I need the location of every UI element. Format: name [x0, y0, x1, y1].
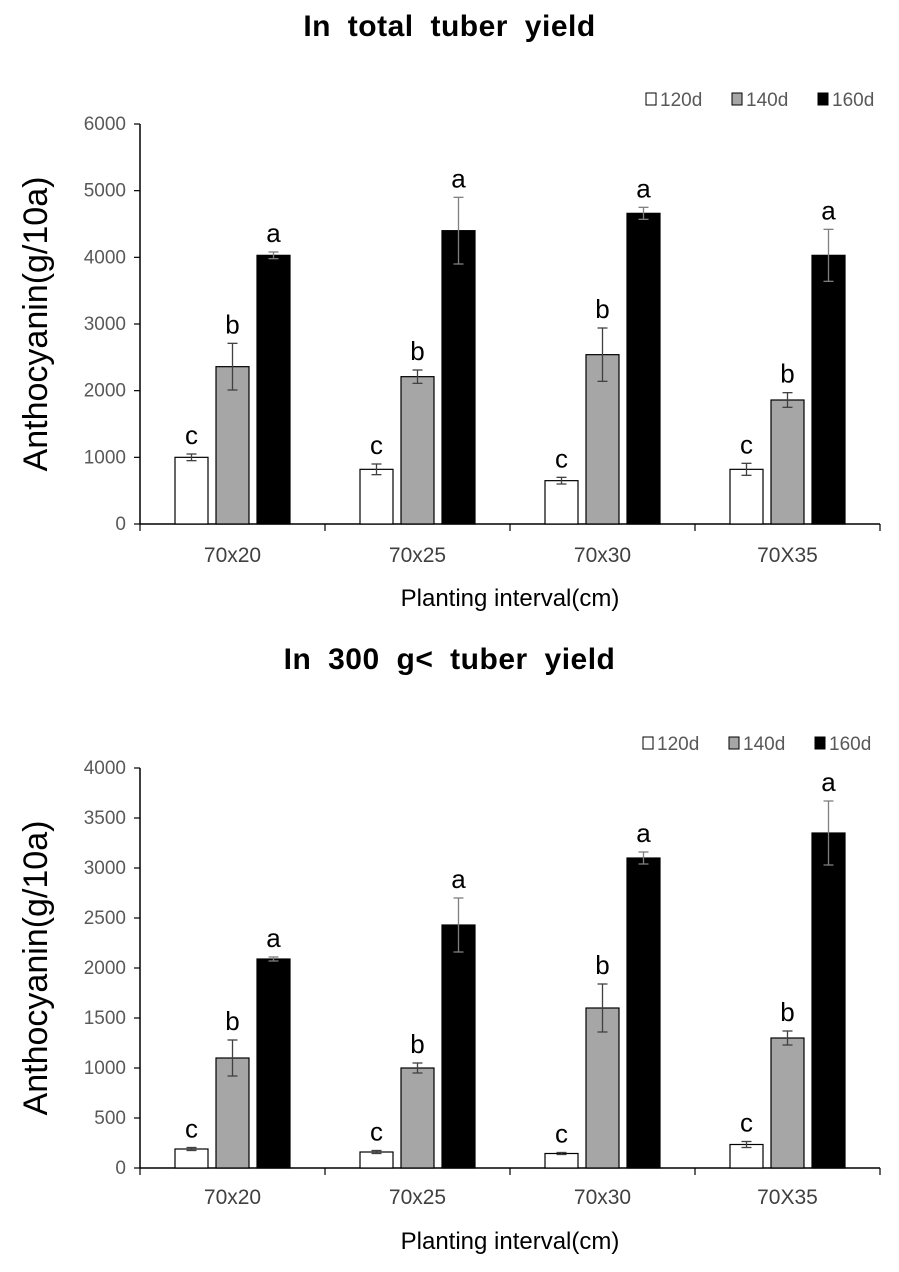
bar-140d-70x25	[400, 376, 435, 525]
legend-swatch-160d	[817, 92, 829, 106]
y-axis-title: Anthocyanin(g/10a)	[17, 821, 55, 1116]
significance-label: b	[225, 309, 239, 339]
significance-label: c	[740, 429, 753, 459]
legend-label-140d: 140d	[746, 90, 788, 111]
y-tick-label: 1500	[84, 1008, 126, 1029]
x-tick-label: 70x30	[574, 1186, 631, 1209]
x-tick-label: 70x25	[389, 1186, 446, 1209]
bar-160d-70x30	[626, 212, 661, 525]
y-tick-label: 3000	[84, 858, 126, 879]
significance-label: a	[266, 923, 281, 953]
y-tick-label: 2000	[84, 381, 126, 402]
bar-140d-70x25	[400, 1067, 435, 1169]
y-tick-label: 3000	[84, 314, 126, 335]
legend-label-120d: 120d	[660, 90, 702, 111]
significance-label: c	[185, 1114, 198, 1144]
bar-120d-70x30	[544, 480, 579, 525]
legend-label-120d: 120d	[657, 734, 699, 755]
significance-label: c	[370, 430, 383, 460]
significance-label: a	[636, 818, 651, 848]
y-tick-label: 6000	[84, 114, 126, 135]
significance-label: a	[451, 864, 466, 894]
y-tick-label: 2000	[84, 958, 126, 979]
bar-160d-70x20	[256, 958, 291, 1169]
significance-label: b	[780, 359, 794, 389]
bar-140d-70X35	[770, 1037, 805, 1169]
x-tick-label: 70x20	[204, 1186, 261, 1209]
y-axis-title: Anthocyanin(g/10a)	[17, 177, 55, 472]
y-tick-label: 4000	[84, 758, 126, 779]
bar-120d-70x30	[544, 1152, 579, 1169]
significance-label: c	[740, 1108, 753, 1138]
bar-160d-70x20	[256, 254, 291, 525]
y-tick-label: 1000	[84, 1058, 126, 1079]
significance-label: c	[185, 420, 198, 450]
bar-160d-70x25	[441, 924, 476, 1169]
significance-label: c	[370, 1117, 383, 1147]
y-tick-label: 4000	[84, 247, 126, 268]
significance-label: c	[555, 443, 568, 473]
y-tick-label: 5000	[84, 181, 126, 202]
legend-label-160d: 160d	[832, 90, 874, 111]
x-axis-title: Planting interval(cm)	[401, 585, 620, 612]
legend-swatch-140d	[731, 92, 743, 106]
y-tick-label: 1000	[84, 447, 126, 468]
y-tick-label: 500	[94, 1108, 126, 1129]
significance-label: a	[451, 163, 466, 193]
significance-label: a	[821, 767, 836, 797]
chart-1-title: In total tuber yield	[303, 10, 596, 43]
y-tick-label: 3500	[84, 808, 126, 829]
significance-label: b	[410, 336, 424, 366]
bar-120d-70X35	[729, 468, 764, 525]
bar-160d-70x25	[441, 230, 476, 525]
bar-140d-70X35	[770, 399, 805, 525]
x-axis-title: Planting interval(cm)	[401, 1228, 620, 1255]
chart-2-title: In 300 g< tuber yield	[283, 643, 616, 676]
significance-label: b	[410, 1029, 424, 1059]
legend-swatch-140d	[728, 736, 740, 750]
x-tick-label: 70x25	[389, 544, 446, 567]
bar-140d-70x30	[585, 1007, 620, 1169]
bar-120d-70x20	[174, 1148, 209, 1169]
x-tick-label: 70x20	[204, 544, 261, 567]
legend-label-140d: 140d	[743, 734, 785, 755]
significance-label: c	[555, 1119, 568, 1149]
legend-swatch-120d	[642, 736, 654, 750]
significance-label: a	[636, 173, 651, 203]
legend-swatch-160d	[814, 736, 826, 750]
y-tick-label: 0	[115, 1158, 126, 1179]
x-tick-label: 70x30	[574, 544, 631, 567]
significance-label: a	[821, 195, 836, 225]
significance-label: b	[595, 294, 609, 324]
significance-label: b	[780, 997, 794, 1027]
bar-120d-70x25	[359, 468, 394, 525]
significance-label: a	[266, 218, 281, 248]
bar-160d-70X35	[811, 254, 846, 525]
y-tick-label: 0	[115, 514, 126, 535]
bar-160d-70X35	[811, 832, 846, 1169]
bar-120d-70x25	[359, 1151, 394, 1169]
x-tick-label: 70X35	[757, 544, 818, 567]
significance-label: b	[225, 1006, 239, 1036]
legend-swatch-120d	[645, 92, 657, 106]
x-tick-label: 70X35	[757, 1186, 818, 1209]
y-tick-label: 2500	[84, 908, 126, 929]
legend-label-160d: 160d	[829, 734, 871, 755]
bar-160d-70x30	[626, 857, 661, 1169]
significance-label: b	[595, 950, 609, 980]
